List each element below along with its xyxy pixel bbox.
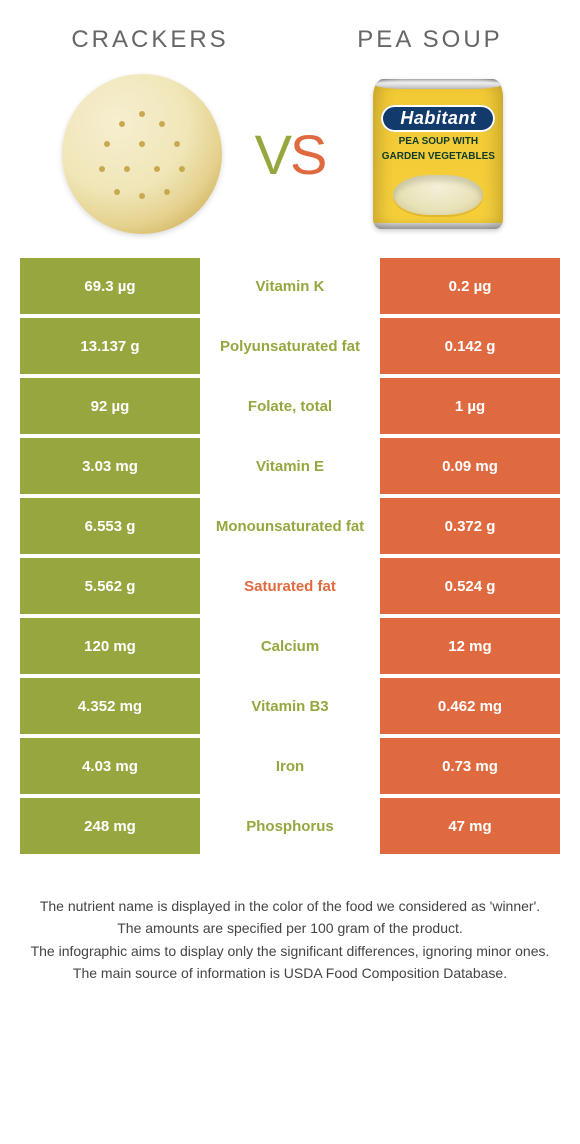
hero-row: VS Habitant PEA SOUP WITH GARDEN VEGETAB… [0,64,580,258]
right-food-image: Habitant PEA SOUP WITH GARDEN VEGETABLES [343,74,533,234]
right-food-title: PEA SOUP [290,26,570,54]
left-food-title: CRACKERS [10,26,290,54]
left-value: 120 mg [20,618,200,674]
nutrient-label: Calcium [200,618,380,674]
nutrient-label: Vitamin K [200,258,380,314]
footnote-line: The nutrient name is displayed in the co… [28,896,552,916]
left-value: 92 µg [20,378,200,434]
right-value: 12 mg [380,618,560,674]
can-subtitle-1: PEA SOUP WITH [381,136,495,147]
nutrient-label: Saturated fat [200,558,380,614]
left-food-image [47,74,237,234]
can-subtitle-2: GARDEN VEGETABLES [381,151,495,162]
nutrient-label: Vitamin B3 [200,678,380,734]
can-brand: Habitant [381,105,495,132]
left-value: 4.03 mg [20,738,200,794]
nutrient-label: Phosphorus [200,798,380,854]
right-value: 0.462 mg [380,678,560,734]
nutrient-row: 92 µgFolate, total1 µg [20,378,560,434]
nutrient-row: 13.137 gPolyunsaturated fat0.142 g [20,318,560,374]
footnote-line: The amounts are specified per 100 gram o… [28,918,552,938]
nutrient-row: 4.352 mgVitamin B30.462 mg [20,678,560,734]
nutrient-label: Vitamin E [200,438,380,494]
left-value: 13.137 g [20,318,200,374]
nutrient-row: 4.03 mgIron0.73 mg [20,738,560,794]
footnote-line: The infographic aims to display only the… [28,941,552,961]
left-value: 5.562 g [20,558,200,614]
nutrient-row: 6.553 gMonounsaturated fat0.372 g [20,498,560,554]
left-value: 4.352 mg [20,678,200,734]
cracker-icon [62,74,222,234]
right-value: 0.73 mg [380,738,560,794]
nutrient-label: Monounsaturated fat [200,498,380,554]
nutrient-label: Folate, total [200,378,380,434]
right-value: 0.372 g [380,498,560,554]
footnote-line: The main source of information is USDA F… [28,963,552,983]
nutrient-row: 69.3 µgVitamin K0.2 µg [20,258,560,314]
right-value: 0.142 g [380,318,560,374]
right-value: 0.09 mg [380,438,560,494]
nutrient-label: Polyunsaturated fat [200,318,380,374]
left-value: 69.3 µg [20,258,200,314]
vs-letter-s: S [290,123,325,186]
right-value: 1 µg [380,378,560,434]
nutrient-table: 69.3 µgVitamin K0.2 µg13.137 gPolyunsatu… [20,258,560,854]
footnotes: The nutrient name is displayed in the co… [0,858,580,1009]
left-value: 3.03 mg [20,438,200,494]
vs-label: VS [255,122,326,187]
right-value: 0.2 µg [380,258,560,314]
header: CRACKERS PEA SOUP [0,0,580,64]
right-value: 47 mg [380,798,560,854]
soup-can-icon: Habitant PEA SOUP WITH GARDEN VEGETABLES [373,79,503,229]
nutrient-row: 3.03 mgVitamin E0.09 mg [20,438,560,494]
nutrient-row: 120 mgCalcium12 mg [20,618,560,674]
left-value: 6.553 g [20,498,200,554]
nutrient-label: Iron [200,738,380,794]
left-value: 248 mg [20,798,200,854]
right-value: 0.524 g [380,558,560,614]
nutrient-row: 5.562 gSaturated fat0.524 g [20,558,560,614]
nutrient-row: 248 mgPhosphorus47 mg [20,798,560,854]
vs-letter-v: V [255,123,290,186]
